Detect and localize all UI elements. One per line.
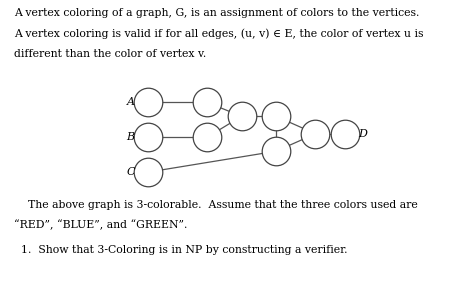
Point [272,114,280,119]
Text: A: A [127,97,135,107]
Point [272,149,280,153]
Text: B: B [127,132,135,142]
Point [144,135,152,140]
Text: A vertex coloring is valid if for all edges, (u, v) ∈ E, the color of vertex u i: A vertex coloring is valid if for all ed… [14,29,424,39]
Point [144,170,152,174]
Point [238,114,246,119]
Text: 1.  Show that 3-Coloring is in NP by constructing a verifier.: 1. Show that 3-Coloring is in NP by cons… [14,245,348,255]
Text: different than the color of vertex v.: different than the color of vertex v. [14,49,207,59]
Point [341,132,349,136]
Point [312,132,319,136]
Point [203,100,211,105]
Point [144,100,152,105]
Text: “RED”, “BLUE”, and “GREEN”.: “RED”, “BLUE”, and “GREEN”. [14,219,188,230]
Text: The above graph is 3-colorable.  Assume that the three colors used are: The above graph is 3-colorable. Assume t… [14,200,418,209]
Text: C: C [127,167,135,177]
Point [203,135,211,140]
Text: A vertex coloring of a graph, G, is an assignment of colors to the vertices.: A vertex coloring of a graph, G, is an a… [14,8,419,18]
Text: D: D [358,129,367,139]
